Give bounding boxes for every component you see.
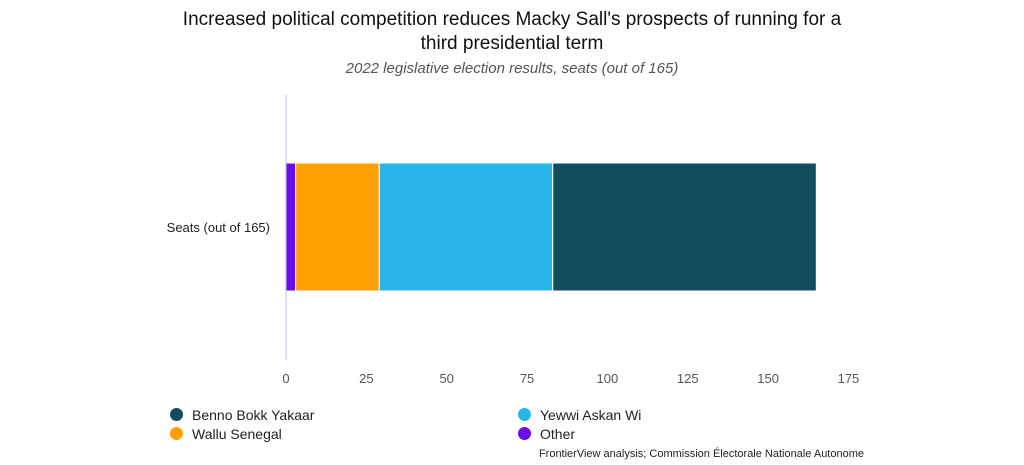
bar-segment-wallu-senegal[interactable] — [295, 162, 380, 292]
axis-layer: Seats (out of 165) 0 25 50 75 100 125 150 175 — [167, 95, 860, 386]
bar-segment-yewwi-askan-wi[interactable] — [378, 162, 554, 292]
legend-item-benno-bokk-yakaar[interactable]: Benno Bokk Yakaar — [170, 405, 314, 424]
x-tick-label: 25 — [359, 371, 373, 386]
x-tick-label: 150 — [757, 371, 779, 386]
x-tick-label: 75 — [520, 371, 534, 386]
legend-item-other[interactable]: Other — [518, 424, 641, 443]
bar-segment-other[interactable] — [285, 162, 297, 292]
legend-label-yewwi-askan-wi: Yewwi Askan Wi — [540, 406, 642, 423]
chart-title: Increased political competition reduces … — [0, 8, 1024, 56]
legend-left-column: Benno Bokk Yakaar Wallu Senegal — [170, 405, 314, 443]
source-note: FrontierView analysis; Commission Électo… — [538, 448, 864, 460]
chart-title-line-2: third presidential term — [420, 33, 604, 54]
legend-swatch-other — [518, 427, 531, 440]
x-tick-label: 175 — [838, 371, 860, 386]
legend-label-wallu-senegal: Wallu Senegal — [192, 425, 282, 442]
legend-swatch-yewwi-askan-wi — [518, 408, 531, 421]
legend-swatch-wallu-senegal — [170, 427, 183, 440]
chart-subtitle: 2022 legislative election results, seats… — [345, 60, 679, 77]
stacked-bar-chart: Seats (out of 165) 0 25 50 75 100 125 150 175 — [167, 95, 860, 386]
x-tick-label: 50 — [439, 371, 453, 386]
bars-layer — [285, 162, 817, 292]
category-label: Seats (out of 165) — [167, 220, 270, 235]
legend-right-column: Yewwi Askan Wi Other — [518, 405, 641, 443]
legend-label-benno-bokk-yakaar: Benno Bokk Yakaar — [192, 406, 315, 423]
legend-label-other: Other — [540, 425, 576, 442]
x-tick-label: 125 — [677, 371, 699, 386]
legend-item-yewwi-askan-wi[interactable]: Yewwi Askan Wi — [518, 405, 641, 424]
bar-segment-benno-bokk-yakaar[interactable] — [552, 162, 817, 292]
x-tick-label: 0 — [282, 371, 289, 386]
chart-title-line-1: Increased political competition reduces … — [182, 9, 842, 30]
legend-swatch-benno-bokk-yakaar — [170, 408, 183, 421]
x-tick-label: 100 — [597, 371, 619, 386]
legend-item-wallu-senegal[interactable]: Wallu Senegal — [170, 424, 314, 443]
